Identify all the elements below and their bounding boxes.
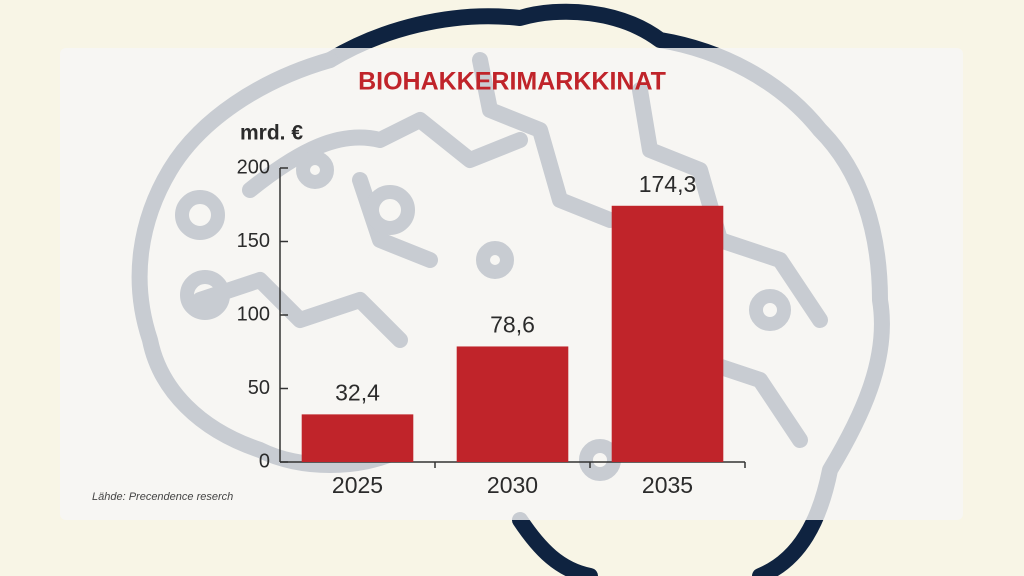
x-tick-label: 2025 xyxy=(332,472,383,498)
bar xyxy=(301,414,414,462)
value-label: 174,3 xyxy=(639,171,697,197)
y-axis-label: mrd. € xyxy=(240,122,303,145)
value-label: 32,4 xyxy=(335,379,380,405)
value-label: 78,6 xyxy=(490,312,535,338)
y-tick-label: 200 xyxy=(237,156,270,178)
x-tick-label: 2030 xyxy=(487,472,538,498)
bar xyxy=(611,205,724,463)
x-tick-label: 2035 xyxy=(642,472,693,498)
bar xyxy=(456,346,569,462)
source: Lähde: Precendence reserch xyxy=(92,491,233,503)
y-tick-label: 0 xyxy=(259,450,270,472)
y-tick-label: 150 xyxy=(237,230,270,252)
panel xyxy=(60,48,963,520)
y-tick-label: 50 xyxy=(248,377,270,399)
y-tick-label: 100 xyxy=(237,303,270,325)
chart-title: BIOHAKKERIMARKKINAT xyxy=(358,68,666,96)
